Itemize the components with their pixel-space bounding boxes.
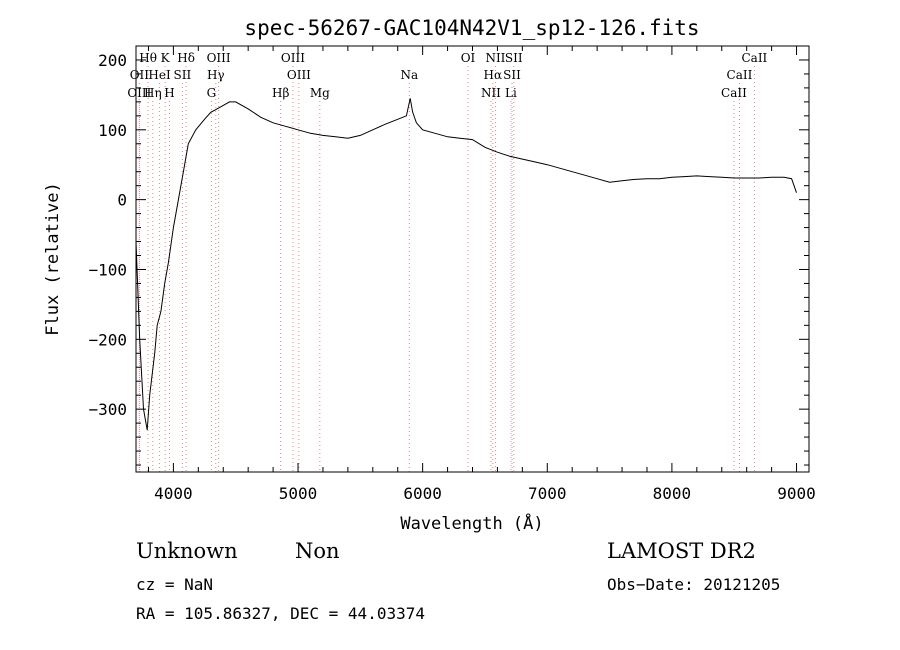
survey-name: LAMOST DR2	[607, 539, 756, 563]
x-tick-label: 9000	[777, 484, 816, 503]
line-label: NII	[481, 86, 501, 100]
line-label: OI	[461, 51, 476, 65]
line-label: Hα	[484, 68, 503, 82]
plot-frame	[135, 45, 810, 473]
line-label: SII	[174, 68, 192, 82]
line-label: Mg	[310, 86, 330, 100]
y-tick-label: 200	[98, 51, 127, 70]
line-label: OIII	[281, 51, 305, 65]
object-class: Unknown	[136, 539, 238, 563]
spectrum-line	[135, 98, 797, 431]
line-label: Hη	[144, 86, 162, 100]
chart-title: spec-56267-GAC104N42V1_sp12-126.fits	[244, 16, 699, 40]
x-tick-label: 8000	[653, 484, 692, 503]
line-label: HeI	[148, 68, 171, 82]
y-tick-label: 100	[98, 121, 127, 140]
line-label: Hβ	[272, 86, 289, 100]
line-label: Hθ	[139, 51, 157, 65]
y-tick-label: −100	[88, 260, 127, 279]
line-label: CaII	[741, 51, 767, 65]
line-label: OIII	[127, 86, 151, 100]
line-label: H	[164, 86, 174, 100]
x-tick-label: 5000	[279, 484, 318, 503]
line-label: OII	[130, 68, 150, 82]
y-tick-label: −200	[88, 330, 127, 349]
y-tick-label: 0	[117, 191, 127, 210]
y-tick-label: −300	[88, 400, 127, 419]
line-label: Na	[400, 68, 418, 82]
line-label: Hγ	[207, 68, 225, 82]
coordinates: RA = 105.86327, DEC = 44.03374	[136, 604, 425, 623]
line-label: NII	[485, 51, 505, 65]
line-label: CaII	[721, 86, 747, 100]
redshift-cz: cz = NaN	[136, 575, 214, 594]
x-tick-label: 7000	[528, 484, 567, 503]
line-label: G	[207, 86, 217, 100]
x-tick-label: 4000	[154, 484, 193, 503]
line-label: K	[161, 51, 171, 65]
x-tick-label: 6000	[403, 484, 442, 503]
observation-date: Obs−Date: 20121205	[607, 575, 781, 594]
line-label: OIII	[207, 51, 231, 65]
line-label: Hδ	[177, 51, 195, 65]
y-axis-label: Flux (relative)	[43, 182, 63, 336]
axes: 4000 5000 6000 7000 8000 9000 −300 −200 −100 0 100…	[88, 45, 816, 503]
line-label: SII	[503, 68, 521, 82]
line-label: Li	[505, 86, 517, 100]
object-subclass: Non	[295, 539, 340, 563]
line-label: SII	[505, 51, 523, 65]
line-label: CaII	[727, 68, 753, 82]
line-label: OIII	[287, 68, 311, 82]
x-axis-label: Wavelength (Å)	[400, 512, 543, 534]
